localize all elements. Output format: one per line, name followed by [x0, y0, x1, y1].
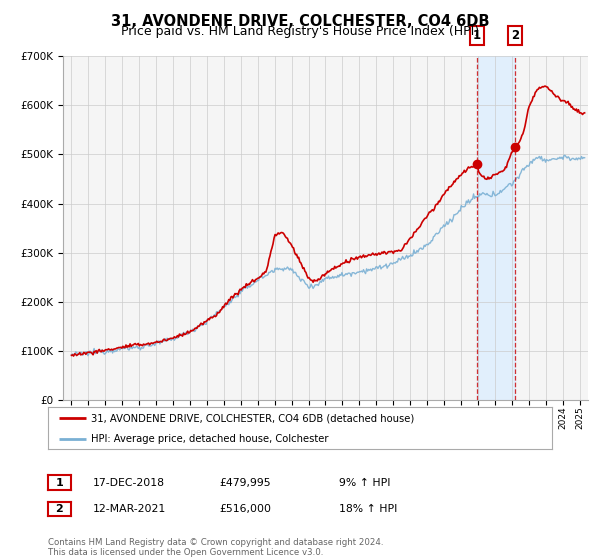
- Text: £516,000: £516,000: [219, 504, 271, 514]
- Text: 1: 1: [473, 29, 481, 42]
- Text: Contains HM Land Registry data © Crown copyright and database right 2024.
This d: Contains HM Land Registry data © Crown c…: [48, 538, 383, 557]
- Bar: [477, 56, 515, 400]
- Text: £479,995: £479,995: [219, 478, 271, 488]
- Text: 1: 1: [56, 478, 63, 488]
- Text: 9% ↑ HPI: 9% ↑ HPI: [339, 478, 391, 488]
- Text: 18% ↑ HPI: 18% ↑ HPI: [339, 504, 397, 514]
- Text: 12-MAR-2021: 12-MAR-2021: [93, 504, 166, 514]
- Text: 31, AVONDENE DRIVE, COLCHESTER, CO4 6DB: 31, AVONDENE DRIVE, COLCHESTER, CO4 6DB: [111, 14, 489, 29]
- Text: HPI: Average price, detached house, Colchester: HPI: Average price, detached house, Colc…: [91, 433, 328, 444]
- Text: 2: 2: [56, 504, 63, 514]
- Text: Price paid vs. HM Land Registry's House Price Index (HPI): Price paid vs. HM Land Registry's House …: [121, 25, 479, 38]
- Text: 2: 2: [511, 29, 519, 42]
- Text: 31, AVONDENE DRIVE, COLCHESTER, CO4 6DB (detached house): 31, AVONDENE DRIVE, COLCHESTER, CO4 6DB …: [91, 413, 414, 423]
- Text: 17-DEC-2018: 17-DEC-2018: [93, 478, 165, 488]
